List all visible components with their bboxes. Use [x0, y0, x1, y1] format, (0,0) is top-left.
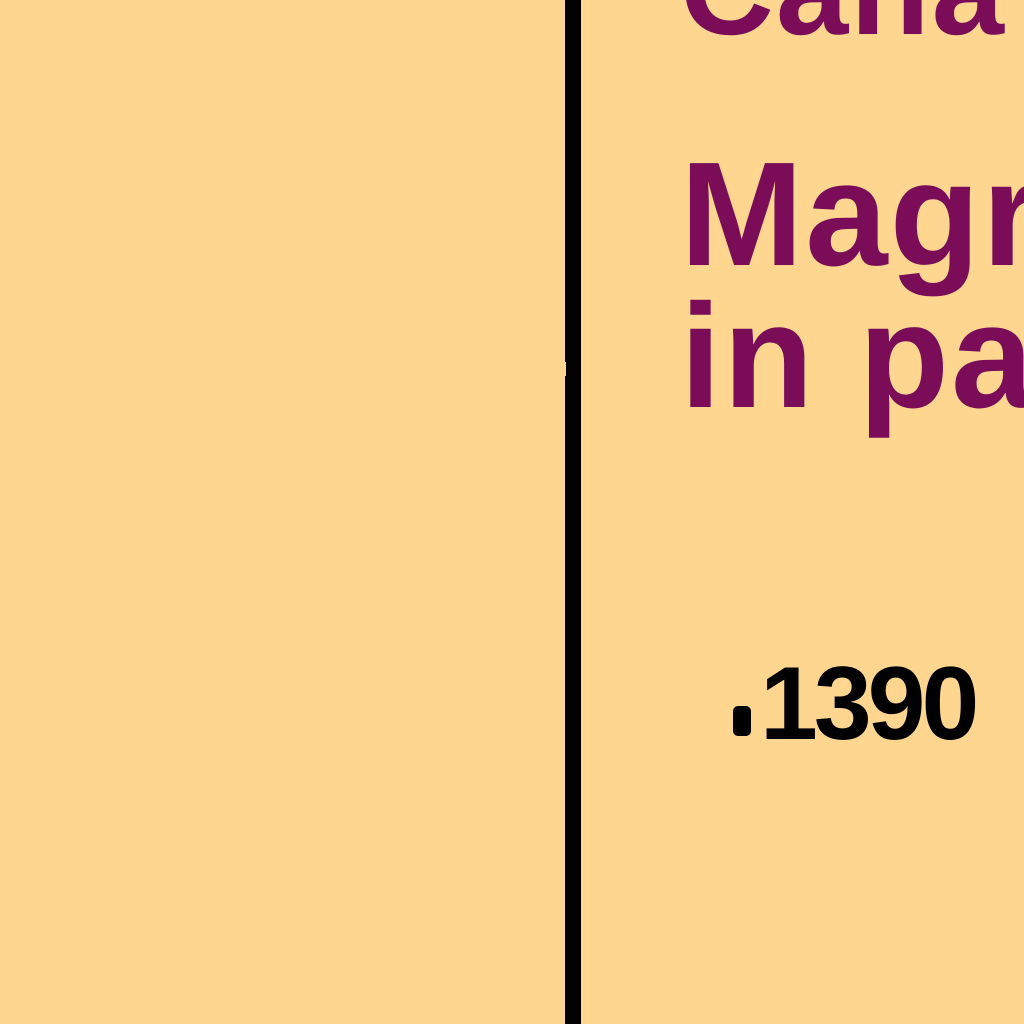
elevation-label: 1390: [760, 646, 979, 762]
boundary-line: [565, 0, 581, 1024]
place-label-third: in pa: [680, 274, 1024, 439]
place-label-second: Magr: [680, 132, 1024, 297]
elevation-point-icon: [733, 706, 751, 736]
boundary-notch: [560, 362, 566, 376]
place-label-top: Cana: [680, 0, 1006, 54]
